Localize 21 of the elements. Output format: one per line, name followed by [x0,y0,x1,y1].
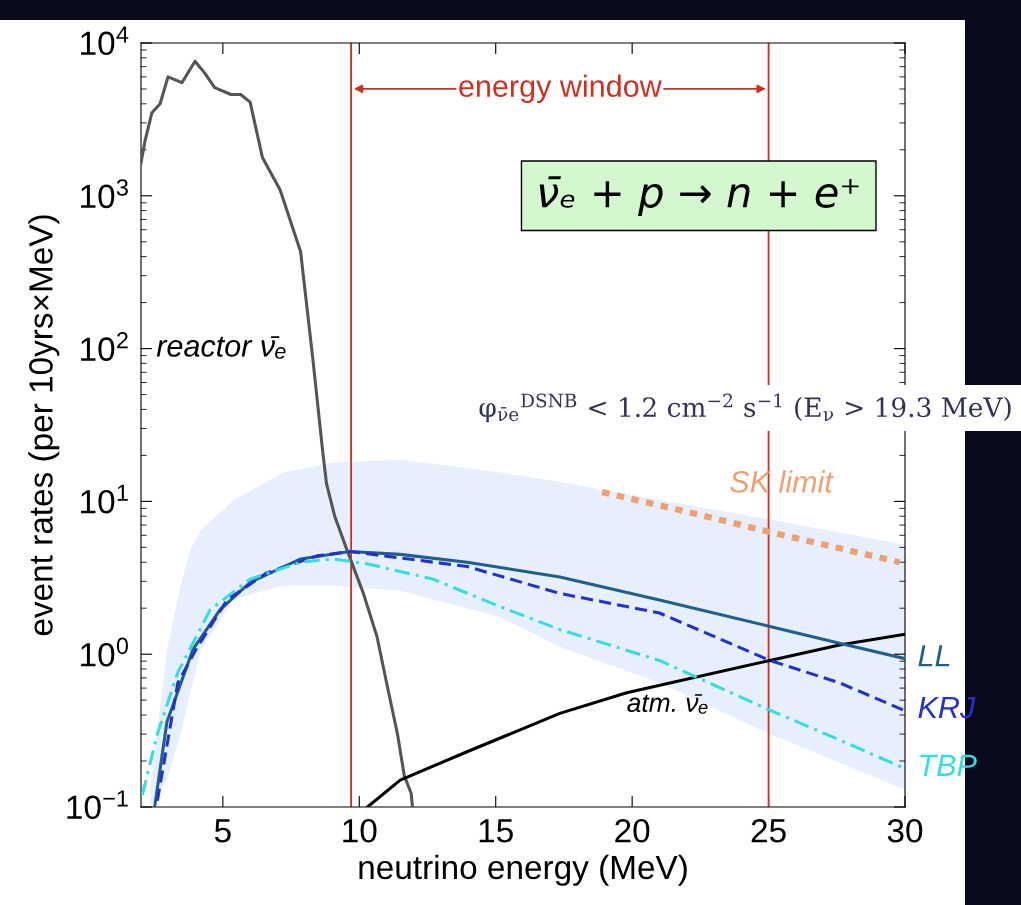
y-axis-title: event rates (per 10yrs×MeV) [28,215,60,636]
y-tick-label: 10$^{4}$ [81,26,129,56]
annotation: reactor ν̄ₑ [156,336,286,359]
series-label: LL [918,645,950,667]
x-axis-title: neutrino energy (MeV) [359,854,687,886]
text: φ$_{ν̄e}$$^{DSNB}$ < 1.2 cm$^{−2}$ s$^{−1}$ (E$_{ν}$ > 19.3 MeV) [479,393,1011,423]
x-tick-label: 10 [343,818,377,843]
y-tick-label: 10$^{2}$ [81,332,128,361]
x-tick-label: 20 [615,818,650,843]
line-series [141,59,415,807]
annotation: atm. ν̄ₑ [627,694,708,714]
x-tick-label: 30 [887,818,923,843]
annotation: energy window [459,74,662,104]
x-tick-label: 25 [751,818,786,843]
x-tick-label: 15 [479,819,513,843]
y-tick-label: 10$^{−1}$ [67,790,128,820]
y-tick-label: 10$^{0}$ [81,637,128,667]
x-tick-label: 5 [214,819,231,843]
y-tick-label: 10$^{1}$ [81,484,128,514]
annotation: ν̄ₑ + p → n + e⁺ [539,176,859,216]
y-tick-label: 10$^{3}$ [81,179,128,209]
